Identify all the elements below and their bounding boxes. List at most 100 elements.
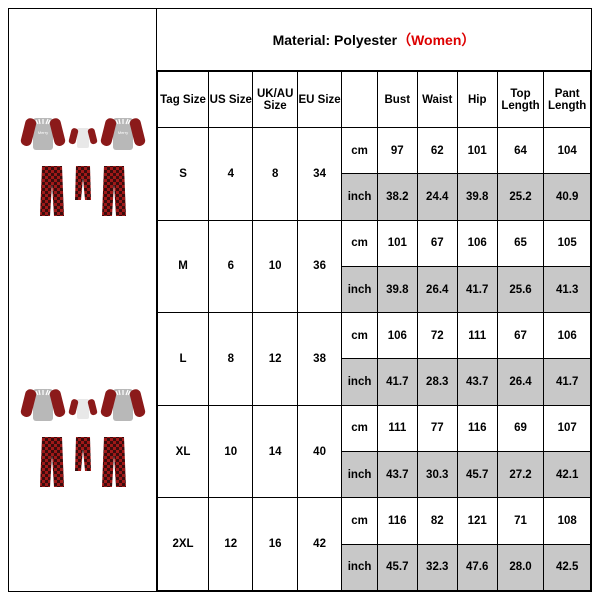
cell-unit-inch: inch: [342, 544, 378, 590]
cell-pantlen: 42.5: [544, 544, 591, 590]
product-group-bottom: [20, 300, 146, 571]
cell-hip: 39.8: [457, 174, 497, 220]
table-row: XL101440cm1117711669107: [158, 405, 591, 451]
cell-hip: 41.7: [457, 266, 497, 312]
cell-toplen: 71: [497, 498, 544, 544]
size-chart-container: Merry Merry: [8, 8, 592, 592]
title-bracket-close: ）: [461, 30, 475, 50]
cell-waist: 62: [417, 128, 457, 174]
cell-toplen: 27.2: [497, 452, 544, 498]
pajama-pants-icon: [36, 435, 68, 491]
col-tag: Tag Size: [158, 72, 209, 128]
title-bracket-open: （: [397, 30, 411, 50]
pajama-pants-small-icon: [72, 435, 94, 475]
cell-waist: 72: [417, 313, 457, 359]
cell-pantlen: 104: [544, 128, 591, 174]
col-us: US Size: [209, 72, 253, 128]
cell-hip: 106: [457, 220, 497, 266]
cell-pantlen: 42.1: [544, 452, 591, 498]
cell-pantlen: 108: [544, 498, 591, 544]
cell-toplen: 28.0: [497, 544, 544, 590]
cell-eu: 40: [297, 405, 341, 498]
cell-pantlen: 41.3: [544, 266, 591, 312]
table-title: Material: Polyester （ Women ）: [157, 9, 591, 71]
cell-toplen: 64: [497, 128, 544, 174]
cell-bust: 43.7: [377, 452, 417, 498]
cell-tag: S: [158, 128, 209, 221]
cell-bust: 106: [377, 313, 417, 359]
cell-toplen: 65: [497, 220, 544, 266]
cell-waist: 28.3: [417, 359, 457, 405]
cell-us: 8: [209, 313, 253, 406]
shirt-text: Merry: [117, 130, 127, 135]
cell-ukau: 16: [253, 498, 297, 591]
table-row: S4834cm976210164104: [158, 128, 591, 174]
pajama-shirt-small-icon: [68, 389, 98, 425]
pajama-pants-icon: [98, 164, 130, 220]
cell-unit-cm: cm: [342, 220, 378, 266]
cell-pantlen: 105: [544, 220, 591, 266]
col-hip: Hip: [457, 72, 497, 128]
cell-unit-cm: cm: [342, 313, 378, 359]
cell-waist: 67: [417, 220, 457, 266]
cell-tag: XL: [158, 405, 209, 498]
cell-hip: 43.7: [457, 359, 497, 405]
col-bust: Bust: [377, 72, 417, 128]
pajama-pants-icon: [36, 164, 68, 220]
table-body: S4834cm976210164104inch38.224.439.825.24…: [158, 128, 591, 591]
size-table: Tag Size US Size UK/AU Size EU Size Bust…: [157, 71, 591, 591]
cell-toplen: 25.6: [497, 266, 544, 312]
product-images-column: Merry Merry: [9, 9, 157, 591]
cell-unit-inch: inch: [342, 452, 378, 498]
cell-unit-cm: cm: [342, 405, 378, 451]
pajama-pants-small-icon: [72, 164, 94, 204]
cell-waist: 24.4: [417, 174, 457, 220]
shirt-text: Merry: [37, 130, 47, 135]
title-gender: Women: [411, 32, 461, 48]
pajama-pants-icon: [98, 435, 130, 491]
col-eu: EU Size: [297, 72, 341, 128]
table-row: M61036cm1016710665105: [158, 220, 591, 266]
cell-toplen: 69: [497, 405, 544, 451]
cell-hip: 111: [457, 313, 497, 359]
cell-eu: 38: [297, 313, 341, 406]
product-group-top: Merry Merry: [20, 29, 146, 300]
cell-toplen: 25.2: [497, 174, 544, 220]
cell-bust: 39.8: [377, 266, 417, 312]
cell-us: 6: [209, 220, 253, 313]
col-unit: [342, 72, 378, 128]
pajama-shirt-icon: [100, 381, 146, 425]
cell-bust: 38.2: [377, 174, 417, 220]
cell-us: 4: [209, 128, 253, 221]
cell-bust: 111: [377, 405, 417, 451]
pajama-shirt-icon: Merry: [100, 110, 146, 154]
cell-hip: 121: [457, 498, 497, 544]
cell-ukau: 8: [253, 128, 297, 221]
cell-unit-inch: inch: [342, 359, 378, 405]
cell-hip: 101: [457, 128, 497, 174]
table-row: L81238cm1067211167106: [158, 313, 591, 359]
cell-ukau: 10: [253, 220, 297, 313]
cell-hip: 47.6: [457, 544, 497, 590]
cell-tag: 2XL: [158, 498, 209, 591]
cell-unit-cm: cm: [342, 498, 378, 544]
cell-tag: L: [158, 313, 209, 406]
col-pantlen: Pant Length: [544, 72, 591, 128]
table-header-row: Tag Size US Size UK/AU Size EU Size Bust…: [158, 72, 591, 128]
cell-unit-inch: inch: [342, 174, 378, 220]
cell-bust: 45.7: [377, 544, 417, 590]
title-material: Material: Polyester: [273, 32, 398, 48]
col-ukau: UK/AU Size: [253, 72, 297, 128]
cell-unit-cm: cm: [342, 128, 378, 174]
cell-pantlen: 107: [544, 405, 591, 451]
cell-toplen: 26.4: [497, 359, 544, 405]
size-table-column: Material: Polyester （ Women ） Tag Size U…: [157, 9, 591, 591]
cell-waist: 82: [417, 498, 457, 544]
pajama-shirt-icon: [20, 381, 66, 425]
cell-waist: 32.3: [417, 544, 457, 590]
cell-toplen: 67: [497, 313, 544, 359]
cell-us: 12: [209, 498, 253, 591]
cell-waist: 30.3: [417, 452, 457, 498]
cell-unit-inch: inch: [342, 266, 378, 312]
cell-hip: 116: [457, 405, 497, 451]
